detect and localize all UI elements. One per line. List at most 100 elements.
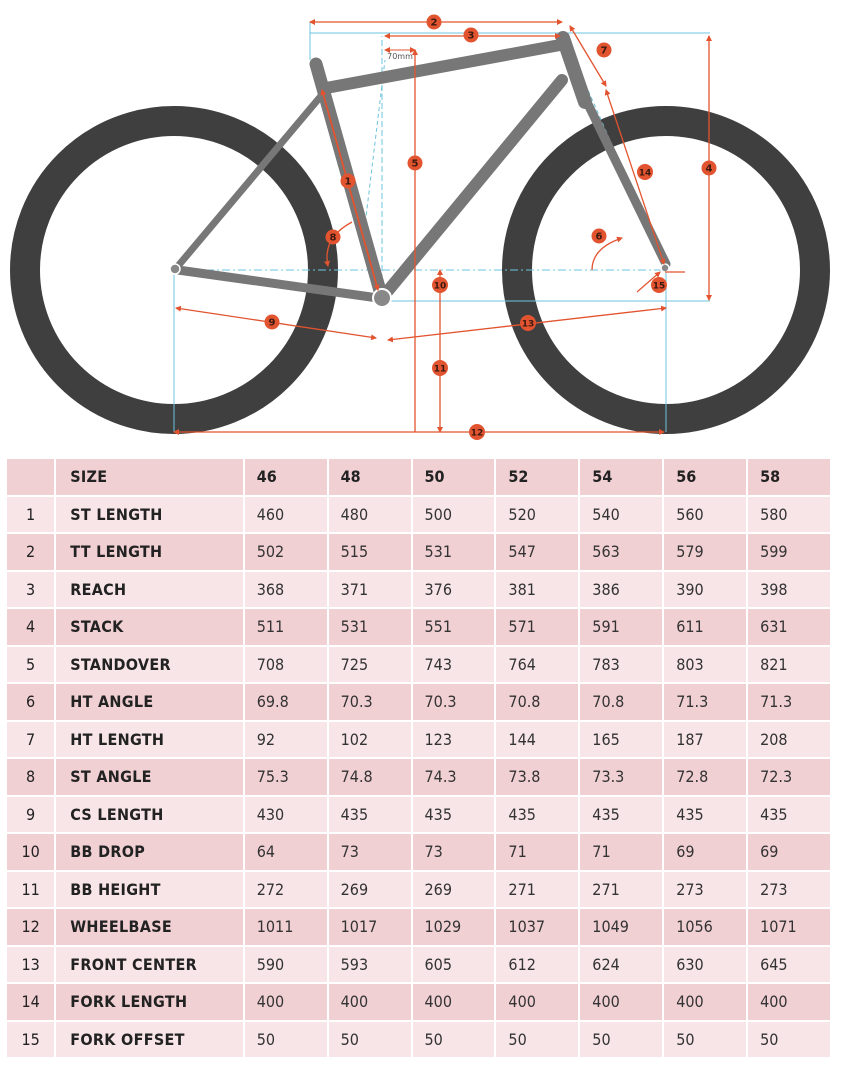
row-value-cell: 208	[748, 721, 832, 759]
row-value-cell: 92	[244, 721, 329, 759]
table-row: 7 HT LENGTH 92 102 123 144 165 187 208	[7, 721, 832, 759]
header-blank-cell	[7, 459, 57, 497]
row-value-cell: 599	[748, 534, 832, 572]
callout-label: 8	[330, 233, 337, 244]
table-row: 14 FORK LENGTH 400 400 400 400 400 400 400	[7, 984, 832, 1022]
callout-badge	[325, 229, 341, 245]
header-size-cell: 50	[412, 459, 497, 497]
row-value-cell: 273	[664, 871, 749, 909]
row-number: 2	[7, 534, 57, 572]
row-value-cell: 74.3	[412, 759, 497, 797]
callout-badge	[701, 160, 717, 176]
row-value-cell: 520	[496, 496, 581, 534]
callout-badge	[264, 314, 280, 330]
row-value-cell: 398	[748, 571, 832, 609]
callout-label: 14	[639, 169, 652, 179]
row-number: 11	[7, 871, 57, 909]
row-value-cell: 70.8	[580, 684, 665, 722]
row-value-cell: 73.3	[580, 759, 665, 797]
row-value-cell: 624	[580, 946, 665, 984]
callout-badge	[463, 27, 479, 43]
row-value-cell: 630	[664, 946, 749, 984]
row-value-cell: 50	[328, 1021, 413, 1059]
callout-label: 1	[345, 177, 352, 188]
callout-label: 3	[468, 31, 475, 42]
front-axle	[660, 263, 670, 273]
row-measure-name: HT ANGLE	[56, 684, 245, 722]
callout-8: 8	[325, 229, 341, 245]
row-value-cell: 70.3	[328, 684, 413, 722]
header-size-cell: 48	[328, 459, 413, 497]
row-value-cell: 460	[244, 496, 329, 534]
row-value-cell: 547	[496, 534, 581, 572]
row-value-cell: 381	[496, 571, 581, 609]
table-row: 10 BB DROP 64 73 73 71 71 69 69	[7, 834, 832, 872]
row-value-cell: 71.3	[664, 684, 749, 722]
row-value-cell: 50	[580, 1021, 665, 1059]
table-row: 12 WHEELBASE 1011 1017 1029 1037 1049 1056 1071	[7, 909, 832, 947]
callout-11: 11	[432, 360, 448, 376]
row-value-cell: 803	[664, 646, 749, 684]
row-number: 14	[7, 984, 57, 1022]
row-value-cell: 580	[748, 496, 832, 534]
callout-10: 10	[432, 277, 448, 293]
row-value-cell: 400	[496, 984, 581, 1022]
callout-label: 7	[601, 46, 608, 57]
callout-badge	[520, 315, 536, 331]
row-value-cell: 75.3	[244, 759, 329, 797]
row-measure-name: REACH	[56, 571, 245, 609]
callout-15: 15	[651, 277, 667, 293]
header-size-cell: 58	[748, 459, 832, 497]
row-measure-name: TT LENGTH	[56, 534, 245, 572]
rear-axle	[169, 263, 181, 275]
row-value-cell: 386	[580, 571, 665, 609]
callout-label: 15	[653, 282, 666, 292]
row-value-cell: 376	[412, 571, 497, 609]
row-value-cell: 400	[664, 984, 749, 1022]
callout-12: 12	[469, 424, 485, 440]
row-measure-name: BB DROP	[56, 834, 245, 872]
row-number: 13	[7, 946, 57, 984]
row-value-cell: 435	[412, 796, 497, 834]
row-value-cell: 435	[664, 796, 749, 834]
table-row: 11 BB HEIGHT 272 269 269 271 271 273 273	[7, 871, 832, 909]
row-value-cell: 71.3	[748, 684, 832, 722]
table-row: 6 HT ANGLE 69.8 70.3 70.3 70.8 70.8 71.3 71.3	[7, 684, 832, 722]
callout-badge	[340, 173, 356, 189]
callout-badge	[426, 14, 442, 30]
row-value-cell: 611	[664, 609, 749, 647]
row-value-cell: 123	[412, 721, 497, 759]
header-size-cell: 52	[496, 459, 581, 497]
row-value-cell: 821	[748, 646, 832, 684]
table-row: 4 STACK 511 531 551 571 591 611 631	[7, 609, 832, 647]
row-value-cell: 515	[328, 534, 413, 572]
row-value-cell: 271	[496, 871, 581, 909]
row-value-cell: 71	[580, 834, 665, 872]
row-number: 9	[7, 796, 57, 834]
callout-5: 5	[407, 155, 423, 171]
row-value-cell: 70.3	[412, 684, 497, 722]
row-measure-name: FRONT CENTER	[56, 946, 245, 984]
row-value-cell: 783	[580, 646, 665, 684]
row-value-cell: 579	[664, 534, 749, 572]
callout-13: 13	[520, 315, 536, 331]
row-value-cell: 73.8	[496, 759, 581, 797]
row-number: 15	[7, 1021, 57, 1059]
row-value-cell: 645	[748, 946, 832, 984]
row-value-cell: 400	[244, 984, 329, 1022]
row-value-cell: 571	[496, 609, 581, 647]
callout-badge	[596, 42, 612, 58]
row-value-cell: 64	[244, 834, 329, 872]
table-row: 3 REACH 368 371 376 381 386 390 398	[7, 571, 832, 609]
dimension-note-70mm: 70mm	[387, 52, 413, 61]
row-value-cell: 1037	[496, 909, 581, 947]
row-number: 1	[7, 496, 57, 534]
row-value-cell: 612	[496, 946, 581, 984]
header-size-cell: 46	[244, 459, 329, 497]
table-row: 13 FRONT CENTER 590 593 605 612 624 630 645	[7, 946, 832, 984]
callout-2: 2	[426, 14, 442, 30]
row-value-cell: 165	[580, 721, 665, 759]
row-value-cell: 540	[580, 496, 665, 534]
row-value-cell: 50	[412, 1021, 497, 1059]
